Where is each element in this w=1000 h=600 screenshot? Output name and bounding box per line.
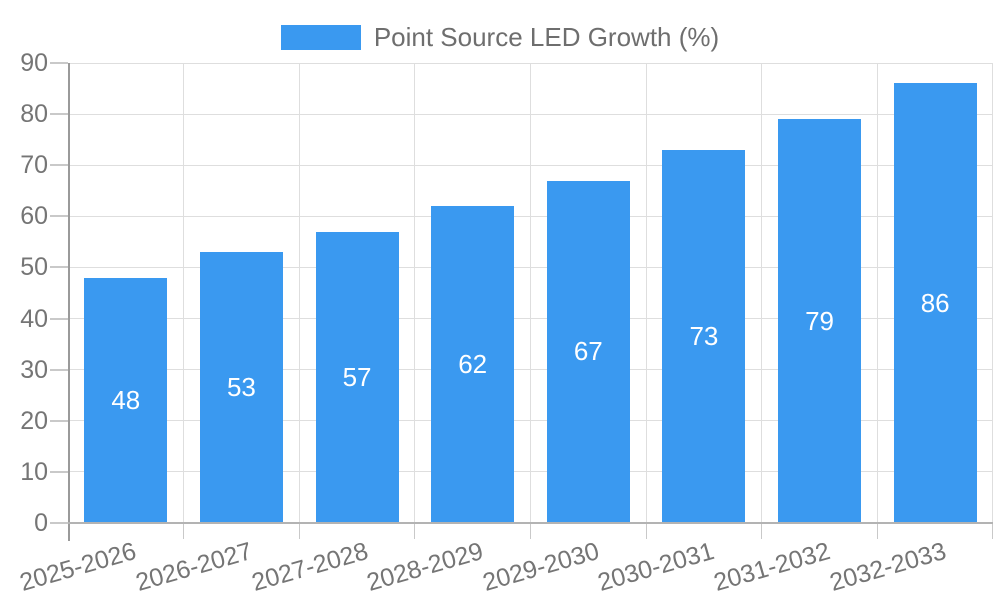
y-tick: [50, 522, 68, 524]
bar-value-label: 73: [689, 320, 719, 351]
v-gridline: [876, 63, 878, 523]
x-axis-label: 2026-2027: [132, 537, 256, 597]
y-tick: [50, 62, 68, 64]
y-axis-label: 90: [20, 49, 48, 77]
y-axis-label: 50: [20, 253, 48, 282]
x-tick: [761, 523, 763, 539]
chart-legend[interactable]: Point Source LED Growth (%): [0, 22, 1000, 52]
x-axis-line: [68, 522, 993, 524]
bar[interactable]: 62: [431, 206, 515, 523]
bar-value-label: 53: [226, 372, 256, 403]
x-axis-label: 2030-2031: [595, 537, 718, 597]
bar[interactable]: 48: [84, 277, 168, 523]
plot-area: 0 10 20 30 40 50 60 70 80 90 48 53 57 62 67 73 79 86 2025-…: [17, 49, 993, 597]
y-axis-label: 20: [20, 406, 48, 435]
bar[interactable]: 53: [199, 252, 283, 523]
y-axis-label: 80: [20, 100, 48, 129]
y-tick: [50, 419, 68, 422]
x-tick: [298, 523, 300, 539]
y-tick: [50, 470, 68, 473]
x-tick: [876, 523, 878, 539]
bar-value-label: 57: [342, 361, 372, 392]
bar-value-label: 79: [805, 305, 835, 336]
y-axis-line: [68, 63, 70, 541]
bar[interactable]: 79: [778, 119, 862, 523]
y-tick: [50, 215, 68, 218]
y-tick: [50, 317, 68, 320]
v-gridline: [298, 63, 300, 523]
v-gridline: [414, 63, 416, 523]
bar[interactable]: 86: [893, 83, 977, 523]
v-gridline: [530, 63, 531, 523]
bar-value-label: 62: [458, 349, 488, 380]
legend-label: Point Source LED Growth (%): [373, 22, 720, 52]
bar[interactable]: 57: [315, 231, 399, 523]
x-tick: [183, 523, 185, 539]
y-tick: [50, 113, 68, 116]
v-gridline: [761, 63, 763, 523]
y-tick: [50, 266, 68, 269]
bar[interactable]: 67: [546, 180, 630, 523]
y-axis-label: 70: [20, 151, 48, 180]
x-axis-label: 2025-2026: [16, 537, 140, 597]
bar-value-label: 48: [111, 384, 141, 415]
x-tick: [414, 523, 416, 539]
y-axis-label: 40: [20, 304, 48, 333]
x-tick: [530, 523, 531, 539]
v-gridline: [183, 63, 185, 523]
y-axis-label: 10: [20, 457, 48, 486]
x-axis-label: 2032-2033: [826, 537, 949, 597]
bar[interactable]: 73: [662, 149, 746, 523]
x-axis-label: 2027-2028: [248, 537, 371, 597]
y-axis-label: 0: [34, 509, 48, 537]
y-axis-label: 30: [20, 355, 48, 384]
x-axis-label: 2028-2029: [363, 537, 487, 597]
y-axis-label: 60: [20, 202, 48, 231]
x-axis-label: 2029-2030: [479, 537, 603, 597]
x-tick: [991, 523, 993, 539]
bar-value-label: 67: [573, 336, 603, 367]
y-tick: [50, 368, 68, 371]
v-gridline: [991, 63, 993, 523]
y-tick: [50, 164, 68, 167]
v-gridline: [645, 63, 647, 523]
legend-swatch-icon: [280, 24, 361, 50]
x-tick: [645, 523, 647, 539]
bar-value-label: 86: [920, 287, 950, 318]
x-axis-label: 2031-2032: [710, 537, 834, 597]
